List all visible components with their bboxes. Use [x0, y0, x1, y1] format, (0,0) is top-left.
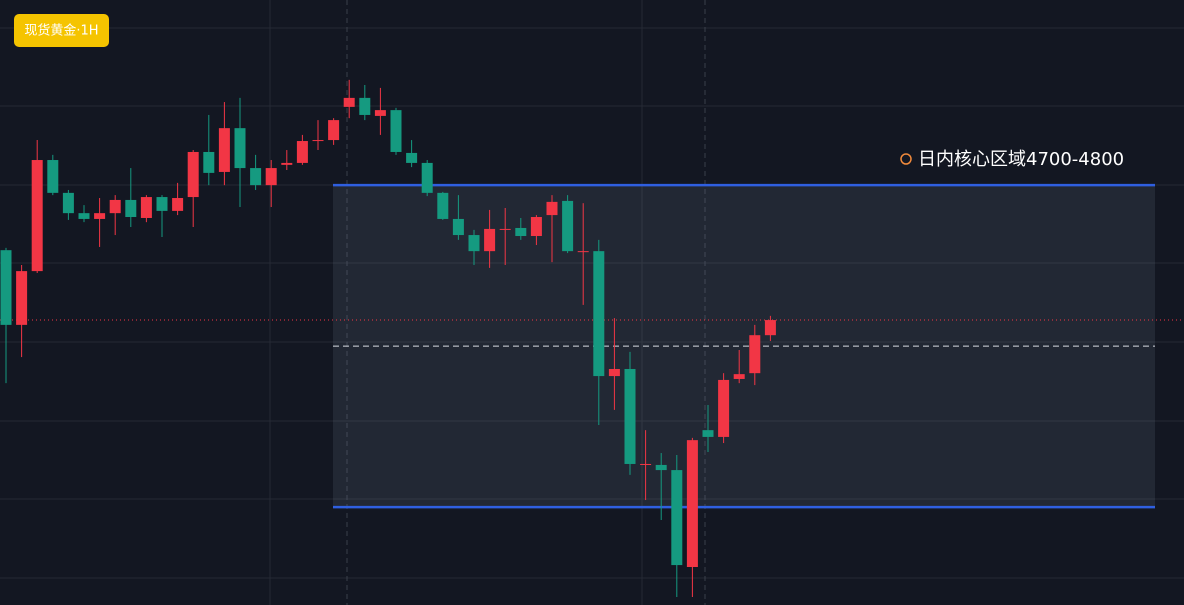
candle-body — [187, 151, 199, 198]
candle-body — [296, 141, 308, 163]
plot — [0, 79, 1184, 597]
candle-body — [203, 151, 215, 173]
candle-body — [624, 368, 636, 464]
symbol-label: 现货黄金·1H — [24, 23, 98, 39]
candle-body — [452, 218, 464, 236]
candle-body — [421, 162, 433, 193]
candle-body — [718, 379, 730, 437]
candle-body — [156, 197, 168, 211]
candle-body — [546, 201, 558, 216]
candle-body — [671, 470, 683, 566]
candle-body — [265, 168, 277, 186]
candle-body — [577, 251, 589, 253]
candle-body — [437, 192, 449, 219]
candle-body — [655, 464, 667, 471]
candle-body — [406, 152, 418, 163]
candle-body — [218, 128, 230, 172]
candle-body — [686, 440, 698, 568]
candle-body — [374, 110, 386, 116]
candle-body — [484, 228, 496, 252]
candle-body — [608, 368, 620, 377]
candle-body — [733, 374, 745, 379]
candle-body — [125, 199, 137, 218]
candle-body — [312, 140, 324, 142]
candle-body — [16, 271, 28, 325]
candle-body — [562, 200, 574, 252]
annotation-marker — [900, 153, 912, 165]
candle-body — [593, 251, 605, 377]
candle-body — [31, 160, 43, 272]
candle-body — [359, 97, 371, 115]
candle-body — [515, 227, 527, 237]
candle-body — [140, 197, 152, 218]
candle-body — [390, 110, 402, 152]
candle-body — [62, 192, 74, 214]
candle-body — [250, 168, 262, 186]
candle-body — [0, 250, 12, 325]
candle-body — [78, 213, 90, 219]
candle-body — [702, 430, 714, 437]
candle-body — [640, 463, 652, 465]
candle-body — [530, 217, 542, 237]
candle-body — [94, 213, 106, 219]
candle-body — [47, 160, 59, 193]
candle-body — [328, 120, 340, 141]
candle-body — [749, 335, 761, 374]
candle-body — [281, 162, 293, 165]
candle-body — [764, 320, 776, 336]
candle-body — [343, 97, 355, 107]
candle-body — [109, 199, 121, 214]
annotation: 日内核心区域4700-4800 — [918, 149, 1124, 170]
candle-body — [172, 198, 184, 211]
candle-body — [499, 228, 511, 230]
symbol-badge — [14, 14, 109, 47]
candle-body — [234, 128, 246, 169]
candle-body — [468, 235, 480, 252]
